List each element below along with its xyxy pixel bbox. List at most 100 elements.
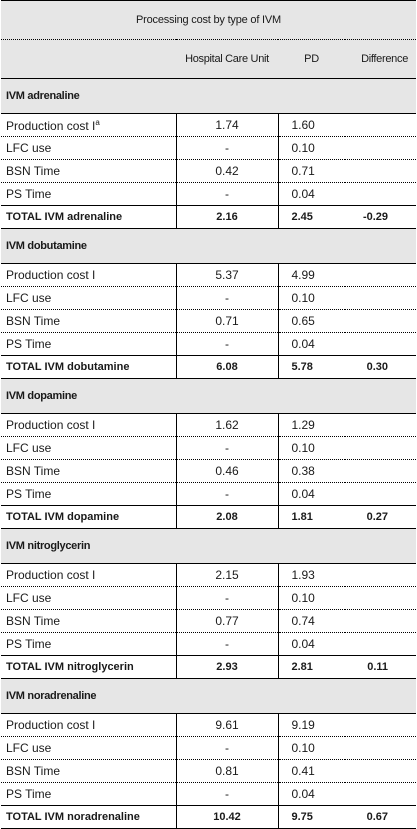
total-row: TOTAL IVM adrenaline 2.16 2.45 -0.29 bbox=[1, 205, 417, 229]
row-label-text: Production cost I bbox=[6, 118, 96, 133]
row-label: Production cost I bbox=[1, 263, 177, 287]
row-label: BSN Time bbox=[1, 609, 177, 633]
difference-value bbox=[345, 782, 417, 806]
table-row: PS Time -0.04 bbox=[1, 632, 417, 656]
row-label: Production cost Ia bbox=[1, 113, 177, 137]
row-label: PS Time bbox=[1, 182, 177, 206]
table-row: LFC use -0.10 bbox=[1, 436, 417, 460]
section-title: IVM dopamine bbox=[1, 378, 417, 414]
difference-value bbox=[345, 632, 417, 656]
section-title: IVM noradrenaline bbox=[1, 678, 417, 714]
difference-value bbox=[345, 459, 417, 483]
row-label-text: PS Time bbox=[6, 187, 52, 201]
row-label-text: PS Time bbox=[6, 787, 52, 801]
row-label: LFC use bbox=[1, 436, 177, 460]
pd-value: 0.65 bbox=[278, 309, 345, 333]
pd-value: 9.19 bbox=[291, 718, 315, 732]
pd-value: 1.29 bbox=[291, 418, 315, 432]
difference-value bbox=[345, 482, 417, 506]
difference-value bbox=[345, 564, 416, 587]
difference-value bbox=[345, 609, 417, 633]
row-label: PS Time bbox=[1, 632, 177, 656]
pd-value: 0.41 bbox=[278, 759, 345, 783]
total-hospital-care-unit-value: 10.42 bbox=[176, 805, 279, 829]
table-row: Production cost Ia 1.74 1.60 bbox=[1, 113, 416, 137]
hospital-care-unit-value: - bbox=[176, 182, 279, 206]
table-row: BSN Time 0.46 0.38 bbox=[1, 459, 417, 483]
row-label: Production cost I bbox=[1, 713, 177, 737]
difference-value bbox=[345, 759, 417, 783]
difference-value bbox=[345, 586, 417, 610]
row-label: BSN Time bbox=[1, 759, 177, 783]
hospital-care-unit-value: - bbox=[176, 332, 279, 356]
total-difference-value: 0.30 bbox=[345, 355, 417, 379]
table-title-row: Processing cost by type of IVM bbox=[1, 0, 417, 40]
total-difference-value: 0.27 bbox=[345, 505, 417, 529]
table-row: BSN Time 0.42 0.71 bbox=[1, 159, 417, 183]
row-label: Production cost I bbox=[1, 563, 177, 587]
pd-value: 0.38 bbox=[278, 459, 345, 483]
hospital-care-unit-value: - bbox=[176, 586, 279, 610]
footnote-marker: a bbox=[95, 117, 100, 127]
total-row: TOTAL IVM dobutamine 6.08 5.78 0.30 bbox=[1, 355, 417, 379]
difference-value bbox=[345, 182, 417, 206]
row-label-text: LFC use bbox=[6, 741, 52, 755]
table-body: IVM adrenaline Production cost Ia 1.74 1.60… bbox=[1, 78, 417, 829]
total-pd-value: 2.45 bbox=[278, 205, 345, 229]
row-label: LFC use bbox=[1, 136, 177, 160]
row-label: Production cost I bbox=[1, 413, 177, 437]
row-label: LFC use bbox=[1, 736, 177, 760]
pd-value: 0.10 bbox=[278, 586, 345, 610]
row-label: BSN Time bbox=[1, 309, 177, 333]
total-label: TOTAL IVM adrenaline bbox=[1, 205, 177, 229]
table-row: BSN Time 0.71 0.65 bbox=[1, 309, 417, 333]
row-label-text: LFC use bbox=[6, 291, 52, 305]
column-header-difference: Difference bbox=[345, 39, 417, 79]
difference-value bbox=[345, 414, 416, 437]
difference-value bbox=[345, 332, 417, 356]
column-header-label bbox=[1, 39, 176, 79]
table-row: LFC use -0.10 bbox=[1, 586, 417, 610]
total-label: TOTAL IVM dopamine bbox=[1, 505, 177, 529]
difference-value bbox=[345, 114, 416, 137]
section-title: IVM dobutamine bbox=[1, 228, 417, 264]
row-label: PS Time bbox=[1, 332, 177, 356]
table-row: LFC use -0.10 bbox=[1, 136, 417, 160]
difference-value bbox=[345, 264, 416, 287]
hospital-care-unit-value: - bbox=[176, 482, 279, 506]
section-header-row: IVM nitroglycerin bbox=[1, 528, 417, 564]
hospital-care-unit-value: 1.74 bbox=[176, 113, 279, 137]
difference-value bbox=[345, 736, 417, 760]
row-label-text: BSN Time bbox=[6, 764, 61, 778]
difference-value bbox=[345, 714, 416, 737]
section-title: IVM nitroglycerin bbox=[1, 528, 417, 564]
total-pd-value: 9.75 bbox=[278, 805, 345, 829]
hospital-care-unit-value: - bbox=[176, 436, 279, 460]
table-row: Production cost I 5.37 4.99 bbox=[1, 263, 416, 287]
row-label: BSN Time bbox=[1, 459, 177, 483]
table-row: LFC use -0.10 bbox=[1, 286, 417, 310]
row-label-text: Production cost I bbox=[6, 568, 96, 582]
pd-value: 0.10 bbox=[278, 736, 345, 760]
section-header-row: IVM noradrenaline bbox=[1, 678, 417, 714]
table-row: Production cost I 9.61 9.19 bbox=[1, 713, 416, 737]
hospital-care-unit-value: 0.77 bbox=[176, 609, 279, 633]
row-label-text: LFC use bbox=[6, 441, 52, 455]
hospital-care-unit-value: - bbox=[176, 632, 279, 656]
total-label: TOTAL IVM nitroglycerin bbox=[1, 655, 177, 679]
pd-value: 0.10 bbox=[278, 136, 345, 160]
pd-value: 0.04 bbox=[278, 632, 345, 656]
table-title: Processing cost by type of IVM bbox=[1, 0, 417, 40]
table-row: BSN Time 0.81 0.41 bbox=[1, 759, 417, 783]
total-difference-value: 0.11 bbox=[345, 655, 417, 679]
pd-value: 0.04 bbox=[278, 782, 345, 806]
row-label: LFC use bbox=[1, 286, 177, 310]
hospital-care-unit-value: - bbox=[176, 736, 279, 760]
total-difference-value: 0.67 bbox=[345, 805, 417, 829]
total-row: TOTAL IVM dopamine 2.08 1.81 0.27 bbox=[1, 505, 417, 529]
total-pd-value: 5.78 bbox=[278, 355, 345, 379]
hospital-care-unit-value: 5.37 bbox=[176, 263, 279, 287]
total-pd-value: 2.81 bbox=[278, 655, 345, 679]
